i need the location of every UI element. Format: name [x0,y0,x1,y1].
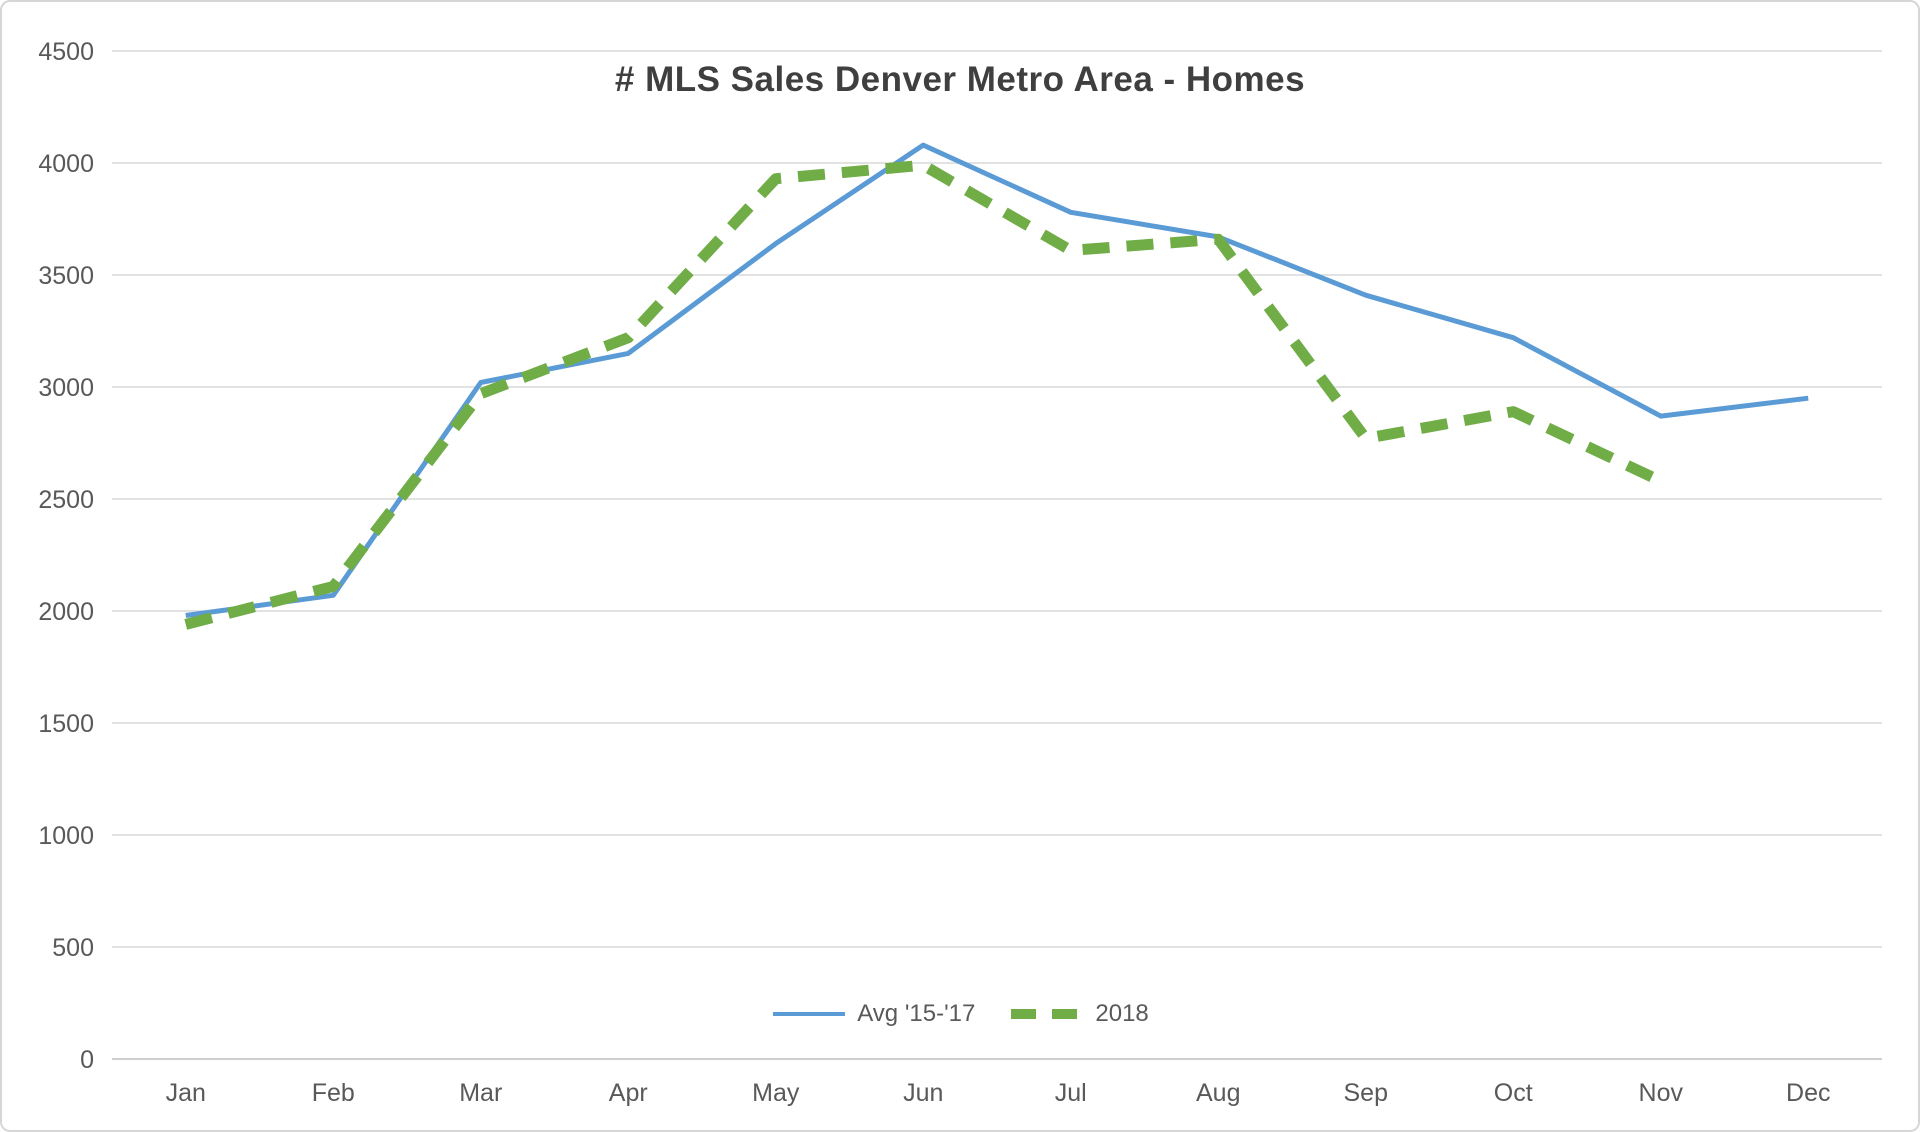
legend-label-2018: 2018 [1095,1000,1149,1027]
x-axis-tick-label: Feb [312,1079,355,1107]
legend-item-avg-15-17[interactable]: Avg '15-'17 [771,1000,975,1028]
y-axis-tick-label: 0 [80,1046,94,1074]
chart-title: # MLS Sales Denver Metro Area - Homes [614,60,1306,99]
y-axis-tick-label: 1500 [38,710,94,738]
y-axis-tick-label: 500 [52,934,94,962]
y-axis-tick-label: 2500 [38,486,94,514]
legend-label-avg-15-17: Avg '15-'17 [857,1000,976,1027]
x-axis-tick-label: Mar [459,1079,502,1107]
x-axis-tick-label: Jan [166,1079,206,1107]
y-axis-tick-label: 3500 [38,262,94,290]
y-axis-tick-label: 3000 [38,374,94,402]
y-axis-tick-label: 4500 [38,38,94,66]
legend-line-dashed-icon [1011,1009,1084,1019]
series-line-0[interactable] [185,142,1809,618]
x-axis-tick-label: Dec [1786,1079,1830,1107]
x-axis-tick-label: May [752,1079,800,1107]
legend-line-solid-icon [773,1012,846,1016]
series-line-1[interactable] [184,159,1664,630]
y-axis-tick-label: 2000 [38,598,94,626]
chart-legend: Avg '15-'17 2018 [2,1000,1918,1028]
x-axis-tick-label: Sep [1344,1079,1388,1107]
legend-item-2018[interactable]: 2018 [1009,1000,1149,1028]
x-axis-tick-label: Aug [1196,1079,1240,1107]
y-axis-tick-label: 4000 [38,150,94,178]
x-axis-tick-label: Oct [1494,1079,1533,1107]
y-axis-tick-label: 1000 [38,822,94,850]
x-axis-tick-label: Apr [609,1079,648,1107]
x-axis-tick-label: Jun [903,1079,943,1107]
x-axis-tick-label: Jul [1055,1079,1087,1107]
x-axis-tick-label: Nov [1639,1079,1684,1107]
